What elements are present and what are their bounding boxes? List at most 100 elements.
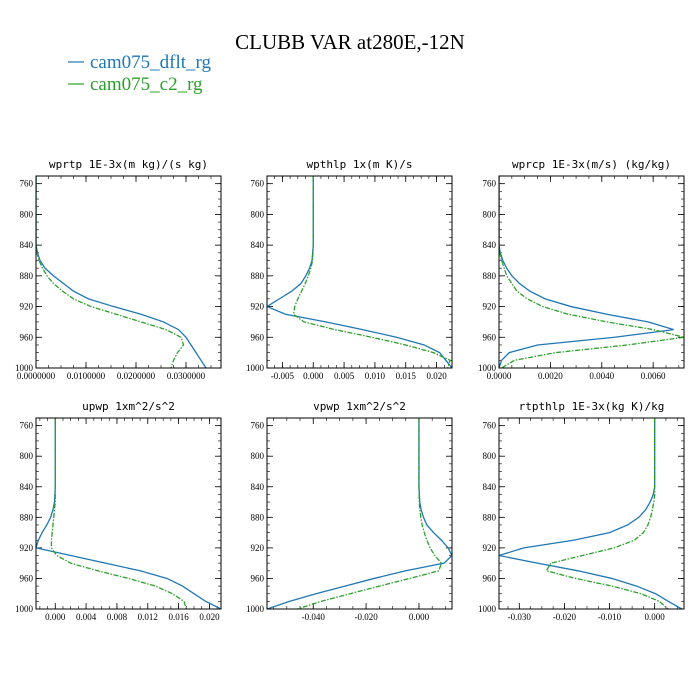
x-tick-label: -0.040 <box>302 612 326 622</box>
x-tick-label: 0.0040 <box>589 371 614 381</box>
y-tick-label: 920 <box>251 302 265 312</box>
x-tick-label: 0.008 <box>107 612 128 622</box>
x-tick-label: 0.0060 <box>641 371 666 381</box>
x-tick-label: 0.0020 <box>538 371 563 381</box>
plot-frame <box>35 417 222 610</box>
plot-frame <box>266 417 453 610</box>
series-line-cam075_c2_rg <box>545 418 669 609</box>
x-tick-label: -0.010 <box>598 612 622 622</box>
x-tick-label: 0.005 <box>334 371 355 381</box>
x-tick-label: 0.004 <box>76 612 97 622</box>
y-tick-label: 760 <box>251 179 265 189</box>
panel-6: rtpthlp 1E-3x(kg K)/kg 760 800 840 880 920 960… <box>478 400 685 622</box>
panel-3: wprcp 1E-3x(m/s) (kg/kg) 760 800 840 880 920 9… <box>478 158 685 381</box>
y-tick-label: 920 <box>251 543 265 553</box>
series-line-cam075_c2_rg <box>499 176 684 368</box>
y-tick-label: 800 <box>251 209 265 219</box>
y-tick-label: 960 <box>20 332 34 342</box>
legend: cam075_dflt_rg cam075_c2_rg <box>68 52 212 95</box>
y-tick-label: 1000 <box>15 604 34 614</box>
series-line-cam075_c2_rg <box>36 176 185 368</box>
y-tick-label: 960 <box>251 332 265 342</box>
y-tick-label: 760 <box>20 421 34 431</box>
series-line-cam075_dflt_rg <box>36 176 207 368</box>
figure-title: CLUBB VAR at280E,-12N <box>235 30 465 54</box>
y-tick-label: 960 <box>483 573 497 583</box>
y-tick-label: 920 <box>483 302 497 312</box>
y-tick-label: 800 <box>483 209 497 219</box>
x-tick-label: 0.0000000 <box>17 371 56 381</box>
panel-4: upwp 1xm^2/s^2 760 800 840 880 920 960 1000 0.00… <box>15 400 222 622</box>
x-tick-label: 0.020 <box>199 612 220 622</box>
y-tick-label: 920 <box>483 543 497 553</box>
x-tick-label: 0.000 <box>45 612 66 622</box>
y-tick-label: 760 <box>483 421 497 431</box>
series-line-cam075_dflt_rg <box>499 418 683 609</box>
x-tick-label: 0.000 <box>645 612 666 622</box>
panel-title: upwp 1xm^2/s^2 <box>82 400 175 413</box>
x-tick-label: 0.012 <box>138 612 158 622</box>
y-tick-label: 1000 <box>246 604 265 614</box>
panel-title: rtpthlp 1E-3x(kg K)/kg <box>519 400 665 413</box>
y-tick-label: 760 <box>483 179 497 189</box>
x-tick-label: 0.015 <box>396 371 417 381</box>
x-tick-label: 0.016 <box>168 612 189 622</box>
series-line-cam075_dflt_rg <box>267 418 452 609</box>
y-tick-label: 800 <box>20 451 34 461</box>
x-tick-label: -0.030 <box>508 612 532 622</box>
y-tick-label: 960 <box>20 573 34 583</box>
y-tick-label: 840 <box>20 240 34 250</box>
x-tick-label: 0.000 <box>409 612 430 622</box>
x-tick-label: -0.020 <box>553 612 577 622</box>
panel-title: wprcp 1E-3x(m/s) (kg/kg) <box>512 158 671 171</box>
y-tick-label: 760 <box>20 179 34 189</box>
y-tick-label: 960 <box>483 332 497 342</box>
y-tick-label: 1000 <box>478 604 497 614</box>
y-tick-label: 840 <box>251 482 265 492</box>
panel-2: wpthlp 1x(m K)/s 760 800 840 880 920 960 1000 -0… <box>246 158 453 381</box>
y-tick-label: 800 <box>20 209 34 219</box>
y-tick-label: 880 <box>483 512 497 522</box>
series-line-cam075_dflt_rg <box>36 418 221 609</box>
y-tick-label: 800 <box>483 451 497 461</box>
x-tick-label: -0.005 <box>271 371 295 381</box>
x-tick-label: 0.010 <box>365 371 386 381</box>
y-tick-label: 880 <box>251 512 265 522</box>
y-tick-label: 840 <box>483 240 497 250</box>
y-tick-label: 1000 <box>478 363 497 373</box>
y-tick-label: 1000 <box>15 363 34 373</box>
x-tick-label: 0.0000 <box>487 371 512 381</box>
plot-frame <box>498 175 685 369</box>
y-tick-label: 840 <box>20 482 34 492</box>
x-tick-label: 0.000 <box>303 371 324 381</box>
plot-frame <box>266 175 453 369</box>
y-tick-label: 840 <box>251 240 265 250</box>
y-tick-label: 880 <box>20 271 34 281</box>
panel-title: vpwp 1xm^2/s^2 <box>313 400 406 413</box>
series-line-cam075_dflt_rg <box>499 176 674 368</box>
series-line-cam075_dflt_rg <box>267 176 452 368</box>
y-tick-label: 800 <box>251 451 265 461</box>
x-tick-label: 0.020 <box>426 371 447 381</box>
x-tick-label: 0.0100000 <box>67 371 106 381</box>
y-tick-label: 920 <box>20 543 34 553</box>
y-tick-label: 760 <box>251 421 265 431</box>
x-tick-label: 0.0300000 <box>167 371 206 381</box>
series-line-cam075_c2_rg <box>297 418 443 609</box>
x-tick-label: 0.0200000 <box>117 371 156 381</box>
y-tick-label: 880 <box>483 271 497 281</box>
y-tick-label: 880 <box>20 512 34 522</box>
plot-frame <box>35 175 222 369</box>
panel-title: wpthlp 1x(m K)/s <box>307 158 413 171</box>
panel-5: vpwp 1xm^2/s^2 760 800 840 880 920 960 1000 -0.0… <box>246 400 453 622</box>
y-tick-label: 880 <box>251 271 265 281</box>
series-line-cam075_c2_rg <box>50 418 187 609</box>
y-tick-label: 960 <box>251 573 265 583</box>
legend-label-dflt: cam075_dflt_rg <box>90 52 212 73</box>
x-tick-label: -0.020 <box>354 612 378 622</box>
legend-label-c2: cam075_c2_rg <box>90 74 203 95</box>
chart-panels: wprtp 1E-3x(m kg)/(s kg) 760 800 840 880 920 9… <box>15 158 685 622</box>
series-line-cam075_c2_rg <box>292 176 451 368</box>
y-tick-label: 1000 <box>246 363 265 373</box>
panel-title: wprtp 1E-3x(m kg)/(s kg) <box>49 158 208 171</box>
